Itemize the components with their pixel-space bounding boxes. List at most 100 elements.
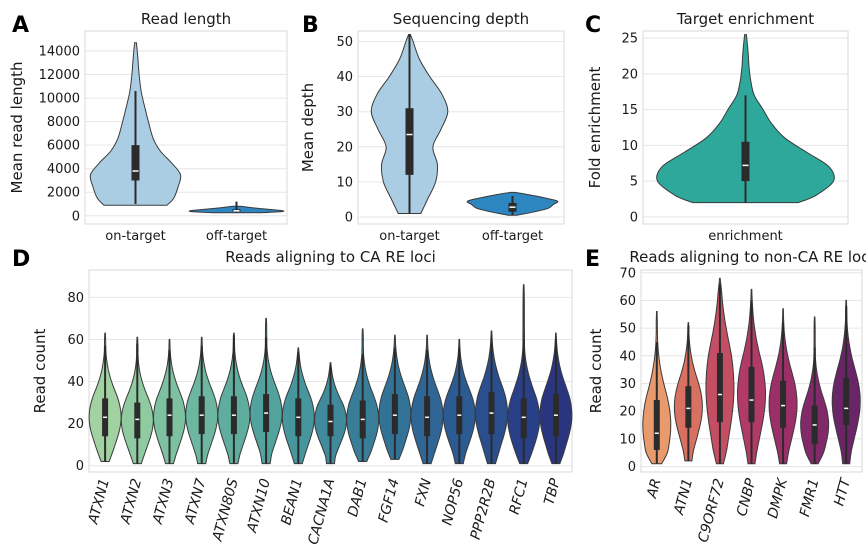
y-tick-label: 40 [619, 349, 636, 364]
panel-letter: E [585, 247, 600, 272]
y-tick-label: 0 [72, 209, 80, 224]
panel-letter: C [585, 13, 601, 38]
y-tick-label: 5 [630, 175, 638, 190]
violin-box [391, 394, 398, 435]
x-tick-label: DAB1 [345, 477, 371, 519]
y-axis-label: Read count [31, 328, 49, 413]
violin-box [134, 402, 141, 439]
panel-title: Reads aligning to CA RE loci [225, 248, 436, 266]
y-tick-label: 50 [336, 35, 353, 50]
plot-frame [88, 269, 573, 473]
x-tick-label: ATXN7 [182, 477, 210, 527]
x-tick-label: DMPK [765, 475, 791, 520]
x-tick-label: PPP2R2B [468, 477, 500, 541]
panel-title: Sequencing depth [393, 10, 529, 28]
y-axis-label: Mean read length [8, 62, 26, 194]
x-tick-label: on-target [379, 229, 439, 244]
plot-frame [640, 269, 863, 473]
panel-letter: B [302, 13, 319, 38]
y-tick-label: 0 [630, 210, 638, 225]
x-tick-label: AR [644, 477, 665, 501]
y-axis-label: Fold enrichment [586, 66, 604, 188]
y-tick-label: 70 [619, 266, 636, 281]
y-axis-label: Mean depth [299, 83, 317, 172]
y-tick-label: 0 [628, 460, 636, 475]
panel-letter: A [12, 13, 29, 38]
panel-letter: D [12, 247, 30, 272]
y-tick-label: 40 [336, 70, 353, 85]
x-tick-label: enrichment [708, 229, 783, 244]
y-tick-label: 6000 [47, 139, 80, 154]
y-tick-label: 50 [619, 322, 636, 337]
x-tick-label: ATXN10 [244, 477, 274, 535]
violin-box [166, 398, 173, 437]
y-axis-label: Read count [587, 328, 605, 413]
violin-box [716, 353, 723, 423]
violin-box [748, 366, 755, 423]
y-tick-label: 40 [67, 375, 84, 390]
y-tick-label: 10 [619, 432, 636, 447]
y-tick-label: 2000 [47, 186, 80, 201]
x-tick-label: ATXN1 [85, 477, 113, 527]
violin-box [780, 380, 787, 428]
x-tick-label: FXN [412, 476, 435, 508]
y-tick-label: 80 [67, 291, 84, 306]
x-tick-label: TBP [541, 476, 563, 506]
y-tick-label: 30 [619, 377, 636, 392]
x-tick-label: CACNA1A [305, 477, 338, 546]
violin-box [405, 108, 414, 175]
y-tick-label: 20 [336, 140, 353, 155]
y-tick-label: 20 [619, 405, 636, 420]
x-tick-label: off-target [482, 229, 543, 244]
x-tick-label: FMR1 [797, 477, 822, 519]
x-tick-label: ATN1 [671, 477, 696, 517]
panel-title: Target enrichment [676, 10, 814, 28]
x-tick-label: HTT [831, 476, 854, 508]
violin-box [520, 398, 527, 439]
x-tick-label: off-target [206, 229, 267, 244]
violin-box [685, 386, 692, 428]
y-tick-label: 8000 [47, 115, 80, 130]
violin-box [653, 400, 660, 450]
x-tick-label: BEAN1 [278, 477, 306, 527]
violin-box [424, 396, 431, 437]
y-tick-label: 25 [621, 32, 638, 47]
x-tick-label: CNBP [734, 476, 760, 518]
panel-a: 0 2000 4000 6000 8000 10000 12000 14000 Read len… [8, 10, 288, 244]
y-tick-label: 20 [621, 67, 638, 82]
y-tick-label: 60 [67, 333, 84, 348]
violin-box [131, 145, 140, 181]
plot-frame [84, 30, 288, 225]
panel-title: Read length [141, 10, 231, 28]
x-tick-label: ATXN80S [210, 477, 242, 544]
violin-box [327, 404, 334, 437]
y-tick-label: 0 [345, 210, 353, 225]
y-tick-label: 10 [621, 139, 638, 154]
x-tick-label: ATXN2 [118, 477, 146, 527]
violin-box [741, 141, 750, 182]
y-tick-label: 0 [76, 459, 84, 474]
y-tick-label: 10 [336, 175, 353, 190]
y-tick-label: 60 [619, 294, 636, 309]
x-tick-label: NOP56 [439, 477, 467, 527]
panel-b: 0 10 20 30 40 50 Sequencing depth B Mean depth on… [299, 10, 565, 244]
panel-title: Reads aligning to non-CA RE loci [629, 248, 866, 266]
plot-frame [357, 30, 565, 225]
x-tick-label: C9ORF72 [695, 477, 727, 544]
y-tick-label: 15 [621, 103, 638, 118]
y-tick-label: 12000 [39, 68, 80, 83]
y-tick-label: 4000 [47, 162, 80, 177]
violin-box [843, 377, 850, 425]
y-tick-label: 20 [67, 417, 84, 432]
x-tick-label: FGF14 [376, 477, 403, 524]
plot-frame [642, 30, 849, 225]
x-tick-label: ATXN3 [150, 477, 178, 527]
panel-d: 0 20 40 60 80 Reads aligning to CA RE loci D Re… [12, 247, 573, 546]
y-tick-label: 30 [336, 105, 353, 120]
x-tick-label: on-target [105, 229, 165, 244]
panel-c: 0 5 10 15 20 25 Target enrichment C Fold enrichm… [585, 10, 849, 244]
y-tick-label: 14000 [39, 45, 80, 60]
y-tick-label: 10000 [39, 92, 80, 107]
